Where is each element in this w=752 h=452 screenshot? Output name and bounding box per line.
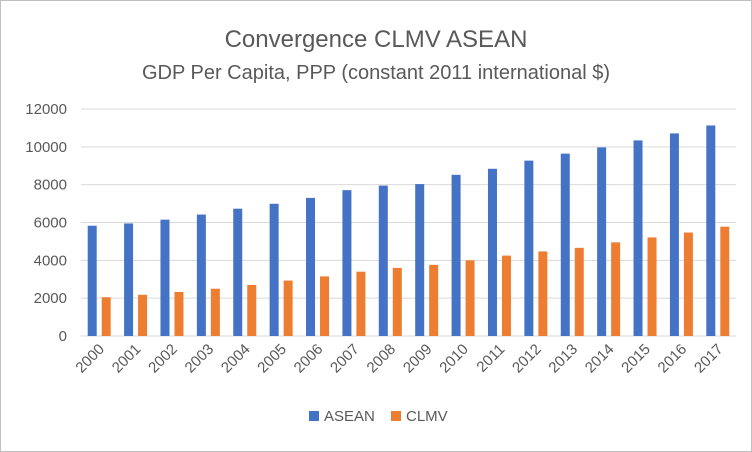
bars [87, 125, 730, 337]
bar-clmv-2006 [320, 276, 330, 336]
bar-clmv-2013 [574, 247, 584, 336]
x-tick-label: 2001 [109, 341, 145, 377]
gridlines [81, 108, 736, 337]
bar-asean-2004 [233, 208, 243, 336]
bar-asean-2012 [524, 160, 534, 336]
y-tick-label: 2000 [34, 290, 67, 307]
y-axis-ticks: 0 2000 4000 6000 8000 10000 12000 [25, 101, 67, 345]
x-axis-ticks: 2000 2001 2002 2003 2004 2005 2006 2007 2008 2009… [72, 341, 726, 377]
x-tick-label: 2002 [145, 341, 181, 377]
x-tick-label: 2008 [364, 341, 400, 377]
y-tick-label: 6000 [34, 215, 67, 232]
chart-subtitle: GDP Per Capita, PPP (constant 2011 inter… [142, 62, 610, 84]
bar-asean-2010 [451, 174, 461, 336]
bar-asean-2000 [87, 225, 97, 336]
legend-swatch-asean [309, 411, 319, 421]
bar-clmv-2001 [138, 294, 148, 336]
bar-asean-2006 [306, 197, 316, 336]
bar-asean-2007 [342, 190, 352, 336]
bar-clmv-2003 [210, 288, 220, 336]
bar-clmv-2017 [720, 226, 730, 336]
bar-asean-2005 [269, 203, 279, 336]
bar-asean-2013 [560, 153, 570, 336]
bar-asean-2011 [487, 168, 497, 336]
y-tick-label: 0 [59, 328, 67, 345]
bar-clmv-2002 [174, 291, 184, 336]
bar-asean-2001 [124, 223, 134, 336]
y-tick-label: 4000 [34, 252, 67, 269]
legend-swatch-clmv [391, 411, 401, 421]
bar-clmv-2007 [356, 271, 366, 336]
bar-asean-2015 [633, 140, 643, 336]
x-tick-label: 2003 [182, 341, 218, 377]
y-tick-label: 8000 [34, 177, 67, 194]
x-tick-label: 2017 [691, 341, 727, 377]
bar-clmv-2011 [501, 255, 511, 336]
bar-asean-2002 [160, 219, 170, 336]
legend: ASEAN CLMV [309, 408, 448, 425]
x-tick-label: 2007 [327, 341, 363, 377]
bar-clmv-2014 [611, 242, 621, 336]
bar-asean-2014 [597, 147, 607, 336]
legend-label-asean: ASEAN [324, 408, 375, 425]
bar-clmv-2004 [247, 284, 257, 336]
bar-asean-2003 [196, 214, 206, 336]
bar-clmv-2009 [429, 264, 439, 336]
bar-clmv-2012 [538, 251, 548, 336]
bar-asean-2009 [415, 184, 425, 336]
bar-clmv-2015 [647, 237, 657, 336]
legend-label-clmv: CLMV [406, 408, 448, 425]
bar-clmv-2016 [683, 232, 693, 336]
x-tick-label: 2016 [655, 341, 691, 377]
bar-clmv-2000 [101, 297, 111, 336]
x-tick-label: 2013 [545, 341, 581, 377]
x-tick-label: 2014 [582, 341, 618, 377]
bar-asean-2008 [378, 185, 388, 336]
x-tick-label: 2000 [72, 341, 108, 377]
x-tick-label: 2011 [473, 341, 508, 376]
x-tick-label: 2012 [509, 341, 545, 377]
bar-asean-2017 [706, 125, 716, 337]
x-tick-label: 2009 [400, 341, 436, 377]
bar-clmv-2005 [283, 280, 293, 336]
x-tick-label: 2005 [254, 341, 290, 377]
x-tick-label: 2006 [291, 341, 327, 377]
bar-clmv-2010 [465, 260, 475, 336]
bar-asean-2016 [669, 133, 679, 336]
chart-title: Convergence CLMV ASEAN [225, 26, 528, 53]
y-tick-label: 12000 [25, 101, 67, 118]
x-tick-label: 2004 [218, 341, 254, 377]
x-tick-label: 2010 [436, 341, 472, 377]
x-tick-label: 2015 [618, 341, 654, 377]
bar-clmv-2008 [392, 267, 402, 336]
y-tick-label: 10000 [25, 139, 67, 156]
